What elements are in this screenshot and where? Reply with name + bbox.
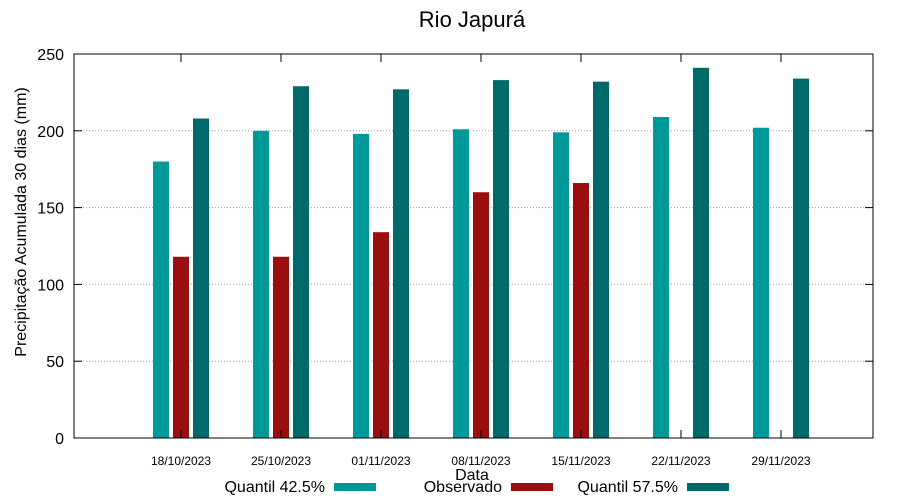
legend-swatch-1 <box>511 483 553 491</box>
y-tick-label: 100 <box>37 277 64 294</box>
bar-quantil-42-5--4 <box>553 132 569 438</box>
bar-quantil-42-5--6 <box>753 127 769 438</box>
x-axis-ticks: 18/10/2023 25/10/2023 01/11/2023 08/11/2023… <box>151 54 811 468</box>
bar-quantil-42-5--2 <box>353 133 369 438</box>
y-tick-label: 200 <box>37 124 64 141</box>
bar-quantil-42-5--5 <box>653 116 669 438</box>
bar-observado-1 <box>273 256 289 438</box>
bar-quantil-57-5--2 <box>393 89 409 438</box>
bar-observado-4 <box>573 183 589 438</box>
y-axis-label: Precipitação Acumulada 30 dias (mm) <box>13 87 30 356</box>
bar-quantil-57-5--5 <box>693 67 709 438</box>
chart-title: Rio Japurá <box>419 7 526 32</box>
y-axis-ticks: 0 50 100 150 200 250 <box>37 47 873 448</box>
x-tick-label: 22/11/2023 <box>651 454 710 468</box>
y-tick-label: 0 <box>55 431 64 448</box>
bar-quantil-57-5--4 <box>593 81 609 438</box>
bar-quantil-42-5--1 <box>253 130 269 439</box>
x-tick-label: 29/11/2023 <box>751 454 810 468</box>
bar-quantil-57-5--1 <box>293 86 309 439</box>
legend-label-2: Quantil 57.5% <box>577 479 678 496</box>
bar-quantil-42-5--3 <box>453 129 469 438</box>
bar-observado-0 <box>173 256 189 438</box>
x-tick-label: 15/11/2023 <box>551 454 610 468</box>
y-tick-label: 150 <box>37 201 64 218</box>
bar-observado-2 <box>373 232 389 438</box>
bar-quantil-57-5--0 <box>193 118 209 439</box>
x-tick-label: 08/11/2023 <box>451 454 510 468</box>
x-tick-label: 18/10/2023 <box>151 454 211 468</box>
y-tick-label: 50 <box>46 354 64 371</box>
legend-label-0: Quantil 42.5% <box>224 479 325 496</box>
legend-label-1: Observado <box>424 479 502 496</box>
bars <box>153 67 809 439</box>
plot-frame <box>73 53 874 439</box>
y-tick-label: 250 <box>37 47 64 64</box>
legend-swatch-0 <box>334 483 376 491</box>
bar-observado-3 <box>473 192 489 438</box>
x-tick-label: 25/10/2023 <box>251 454 311 468</box>
x-axis-label: Data <box>455 467 489 484</box>
bar-quantil-57-5--3 <box>493 80 509 438</box>
bar-quantil-57-5--6 <box>793 78 809 439</box>
legend: Quantil 42.5% Observado Quantil 57.5% <box>224 479 729 496</box>
legend-swatch-2 <box>687 483 729 491</box>
x-tick-label: 01/11/2023 <box>351 454 410 468</box>
bar-quantil-42-5--0 <box>153 161 169 438</box>
